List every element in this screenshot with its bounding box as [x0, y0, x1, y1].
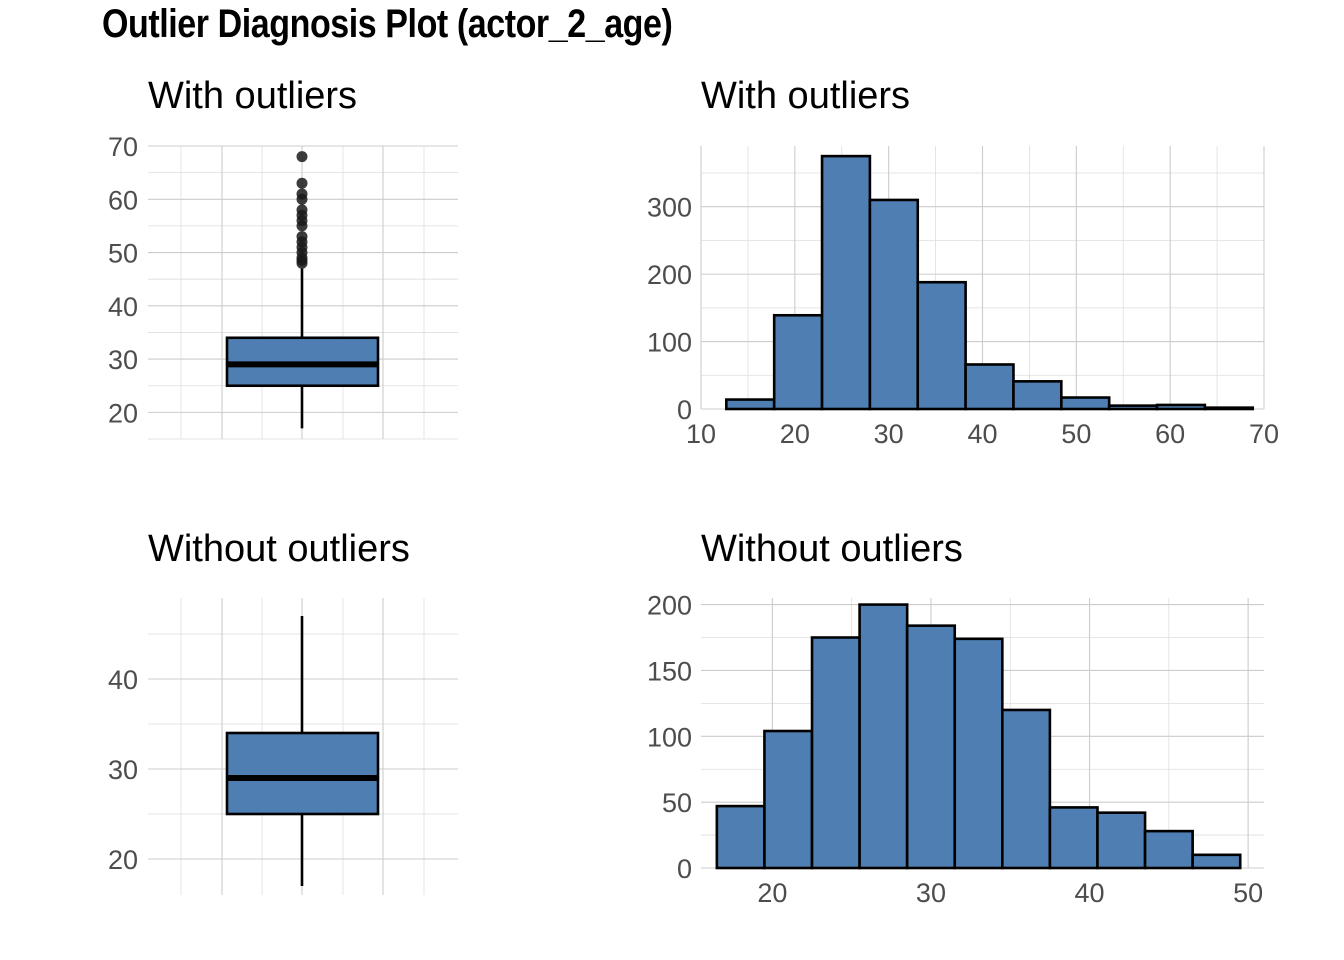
histogram-bar — [725, 398, 776, 411]
y-tick-label: 40 — [108, 665, 138, 695]
histogram-bar — [868, 198, 920, 411]
y-tick-label: 60 — [108, 185, 138, 215]
panel-title: With outliers — [148, 75, 357, 117]
y-tick-label: 30 — [108, 755, 138, 785]
boxplot-with-outliers: With outliers 20 30 40 50 60 70 — [108, 75, 458, 440]
histogram-bar — [905, 624, 957, 870]
histogram-bar — [964, 363, 1015, 411]
y-tick-label: 0 — [677, 854, 692, 884]
histogram-bar — [1143, 829, 1194, 870]
y-tick-label: 200 — [647, 260, 692, 290]
x-tick-label: 40 — [967, 419, 997, 449]
y-tick-label: 100 — [647, 722, 692, 752]
outlier-point — [296, 204, 308, 216]
y-tick-label: 20 — [108, 845, 138, 875]
y-tick-label: 300 — [647, 193, 692, 223]
outlier-point — [296, 231, 308, 243]
x-tick-label: 30 — [916, 878, 946, 908]
histogram-bar — [1096, 811, 1147, 870]
panel-title: With outliers — [701, 75, 910, 117]
histogram-bar — [1107, 404, 1159, 411]
histogram-bar — [1203, 406, 1255, 411]
y-tick-label: 40 — [108, 292, 138, 322]
histogram-with-outliers: With outliers 10 20 30 40 50 60 70 0 100 200 300 — [647, 75, 1279, 449]
y-tick-label: 20 — [108, 398, 138, 428]
x-tick-label: 70 — [1249, 419, 1279, 449]
x-tick-label: 40 — [1075, 878, 1105, 908]
y-tick-label: 50 — [662, 788, 692, 818]
x-tick-label: 20 — [780, 419, 810, 449]
histogram-bar — [916, 280, 967, 411]
panel-title: Without outliers — [701, 528, 963, 570]
y-tick-label: 0 — [677, 395, 692, 425]
histogram-bar — [820, 154, 872, 411]
x-tick-label: 20 — [757, 878, 787, 908]
x-tick-label: 30 — [874, 419, 904, 449]
y-tick-label: 100 — [647, 328, 692, 358]
outlier-point — [296, 151, 308, 163]
histogram-bar — [1001, 708, 1052, 870]
histogram-bar — [953, 637, 1004, 870]
y-tick-label: 30 — [108, 345, 138, 375]
histogram-bar — [1060, 396, 1111, 411]
histogram-bar — [763, 729, 814, 870]
histogram-bar — [1191, 853, 1242, 870]
histogram-bar — [772, 313, 824, 411]
x-tick-label: 60 — [1155, 419, 1185, 449]
page-title: Outlier Diagnosis Plot (actor_2_age) — [102, 2, 673, 46]
iqr-box — [225, 731, 380, 816]
y-tick-label: 200 — [647, 591, 692, 621]
panel-title: Without outliers — [148, 528, 410, 570]
boxplot-without-outliers: Without outliers 20 30 40 — [108, 528, 458, 895]
histogram-bar — [1155, 403, 1207, 411]
histogram-without-outliers: Without outliers 20 30 40 50 0 50 100 150 200 — [647, 528, 1264, 908]
x-tick-label: 50 — [1233, 878, 1263, 908]
x-tick-label: 50 — [1061, 419, 1091, 449]
y-tick-label: 70 — [108, 132, 138, 162]
outlier-point — [296, 188, 308, 200]
histogram-bar — [1012, 380, 1063, 411]
histogram-bar — [715, 804, 766, 870]
x-tick-label: 10 — [686, 419, 716, 449]
histogram-bar — [810, 636, 861, 870]
histogram-bar — [858, 603, 909, 870]
y-tick-label: 50 — [108, 239, 138, 269]
y-tick-label: 150 — [647, 656, 692, 686]
histogram-bar — [1048, 806, 1099, 870]
outlier-point — [296, 177, 308, 189]
